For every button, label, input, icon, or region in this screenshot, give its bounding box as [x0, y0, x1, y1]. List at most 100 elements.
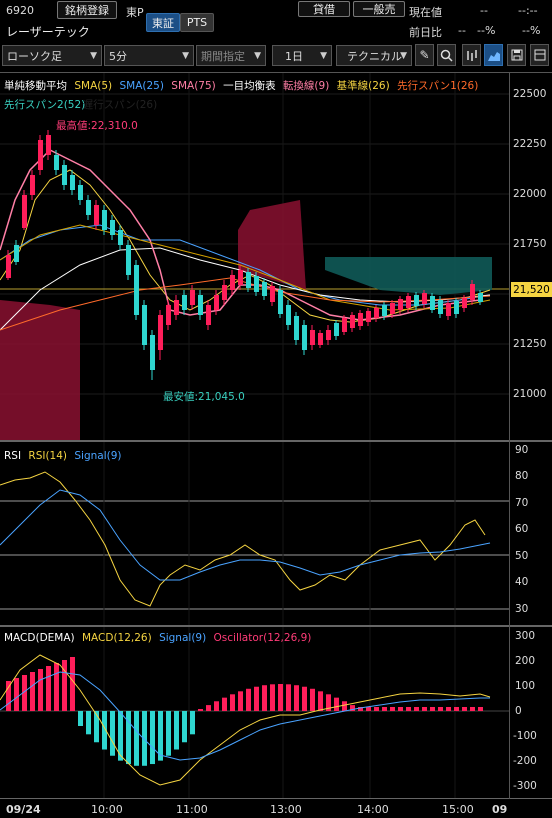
macd-histogram-bar	[134, 711, 139, 766]
candle-body	[230, 275, 235, 290]
legend-item: 遅行スパン(26)	[82, 99, 158, 111]
macd-histogram-bar	[478, 707, 483, 711]
tab-pts[interactable]: PTS	[180, 13, 214, 32]
candle-body	[470, 284, 475, 300]
macd-histogram-bar	[222, 697, 227, 711]
legend-item: 先行スパン1(26)	[397, 80, 479, 92]
rsi-y-tick: 60	[515, 523, 529, 535]
macd-histogram-bar	[318, 691, 323, 711]
technical-select[interactable]: テクニカル ▼	[336, 45, 412, 66]
candle-body	[262, 282, 267, 296]
candle-body	[414, 295, 419, 306]
pencil-icon[interactable]: ✎	[415, 44, 434, 66]
macd-y-tick: 100	[515, 680, 536, 692]
bar-chart-icon[interactable]	[462, 44, 481, 66]
macd-histogram-bar	[62, 660, 67, 711]
candle-body	[270, 286, 275, 302]
candle-body	[14, 245, 19, 262]
candle-body	[374, 308, 379, 318]
chevron-down-icon: ▼	[400, 50, 407, 61]
macd-histogram-bar	[334, 697, 339, 711]
candle-body	[326, 330, 331, 340]
y-tick-label: 22000	[513, 188, 547, 200]
lend-button[interactable]: 貸借	[298, 1, 350, 17]
candle-body	[142, 305, 147, 345]
macd-y-tick: 0	[515, 705, 522, 717]
area-chart-icon[interactable]	[484, 44, 503, 66]
candle-body	[134, 265, 139, 315]
y-tick-label: 21250	[513, 338, 547, 350]
period-value: 期間指定	[201, 49, 245, 63]
technical-value: テクニカル	[347, 49, 402, 63]
range-select[interactable]: 1日 ▼	[272, 45, 332, 66]
macd-histogram-bar	[78, 711, 83, 726]
macd-histogram-bar	[110, 711, 115, 756]
candle-body	[454, 301, 459, 314]
candle-body	[22, 195, 27, 228]
exchange-code: 東P	[126, 6, 144, 19]
macd-y-tick: -200	[513, 755, 537, 767]
register-button[interactable]: 銘柄登録	[57, 1, 117, 19]
candle-body	[102, 210, 107, 230]
candle-body	[478, 293, 483, 302]
x-tick-label: 09	[492, 803, 508, 816]
tab-tosho[interactable]: 東証	[146, 13, 180, 32]
candle-body	[94, 205, 99, 225]
macd-histogram-bar	[254, 686, 259, 711]
candle-body	[110, 220, 115, 235]
macd-histogram-bar	[174, 711, 179, 750]
general-sell-button[interactable]: 一般売	[353, 1, 405, 17]
rsi-legend: RSI RSI(14) Signal(9)	[4, 450, 126, 462]
x-tick-label: 09/24	[6, 803, 41, 816]
candle-body	[238, 270, 243, 285]
candle-body	[254, 276, 259, 292]
candle-body	[294, 316, 299, 340]
cloud-area	[0, 300, 80, 440]
stock-name: レーザーテック	[6, 25, 90, 39]
candle-body	[438, 300, 443, 314]
macd-histogram-bar	[446, 707, 451, 711]
candle-body	[182, 295, 187, 310]
period-select[interactable]: 期間指定 ▼	[196, 45, 266, 66]
panel-icon[interactable]	[530, 44, 549, 66]
low-label: 最安値:21,045.0	[163, 391, 245, 403]
candle-body	[422, 293, 427, 304]
candle-body	[318, 333, 323, 345]
macd-histogram-bar	[470, 707, 475, 711]
current-price-value: --	[480, 4, 488, 17]
macd-histogram-bar	[286, 684, 291, 711]
candle-body	[358, 313, 363, 326]
candle-body	[310, 330, 315, 345]
macd-histogram-bar	[358, 707, 363, 711]
current-time: --:--	[518, 4, 538, 17]
legend-item: RSI	[4, 450, 22, 462]
candle-body	[390, 303, 395, 314]
candle-body	[70, 175, 75, 190]
macd-y-tick: -300	[513, 780, 537, 792]
rsi-y-tick: 90	[515, 444, 529, 456]
macd-histogram-bar	[182, 711, 187, 743]
prev-diff-pct: --%	[477, 24, 496, 37]
legend-item: 単純移動平均	[4, 80, 67, 92]
legend-item: 先行スパン2(52)	[4, 99, 86, 111]
candle-body	[278, 290, 283, 314]
legend-item: RSI(14)	[28, 450, 68, 462]
save-icon[interactable]	[507, 44, 526, 66]
candle-body	[62, 165, 67, 185]
macd-signal-line	[0, 671, 490, 761]
macd-histogram-bar	[310, 688, 315, 711]
chevron-down-icon: ▼	[320, 50, 327, 61]
macd-histogram-bar	[342, 701, 347, 711]
candle-body	[46, 135, 51, 155]
interval-select[interactable]: 5分 ▼	[104, 45, 194, 66]
main-legend-2: 先行スパン2(52) 遅行スパン(26)	[4, 97, 161, 112]
zoom-icon[interactable]	[437, 44, 456, 66]
candle-body	[446, 303, 451, 316]
macd-histogram-bar	[390, 707, 395, 711]
candle-body	[158, 315, 163, 350]
legend-item: MACD(DEMA)	[4, 632, 75, 644]
chart-type-select[interactable]: ローソク足 ▼	[2, 45, 102, 66]
x-tick-label: 15:00	[442, 803, 474, 816]
rsi-line	[0, 471, 486, 607]
